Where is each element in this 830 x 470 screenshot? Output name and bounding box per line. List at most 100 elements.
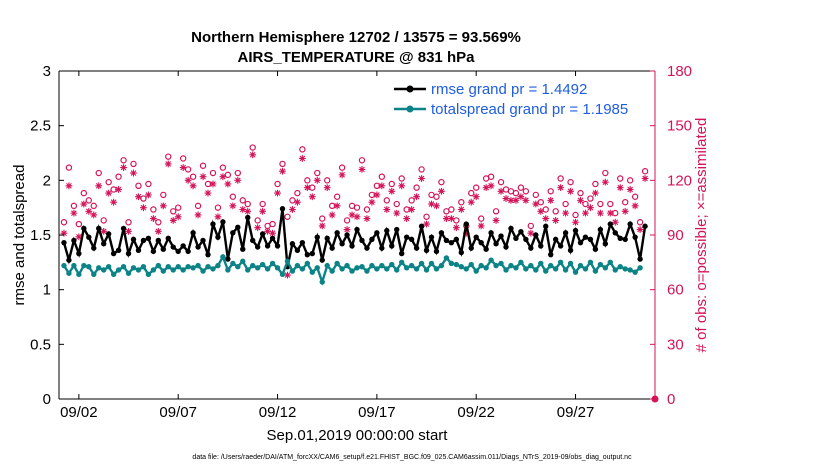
totalspread-point [145, 271, 152, 278]
x-tick-label: 09/07 [159, 404, 197, 421]
rmse-point [408, 236, 415, 243]
obs-assimilated-point [438, 187, 445, 195]
totalspread-point [617, 264, 623, 270]
totalspread-point [478, 262, 484, 269]
obs-possible-point [130, 160, 137, 168]
rmse-point [518, 229, 524, 235]
obs-possible-point [209, 169, 217, 177]
totalspread-point [528, 262, 534, 269]
rmse-point [105, 231, 112, 237]
rmse-point [582, 234, 589, 240]
obs-possible-point [343, 217, 351, 224]
chart-subtitle: AIRS_TEMPERATURE @ 831 hPa [238, 49, 476, 66]
totalspread-point [250, 262, 256, 269]
totalspread-point [86, 264, 92, 270]
obs-assimilated-point [318, 222, 326, 230]
obs-possible-point [522, 188, 530, 195]
totalspread-point [369, 262, 375, 269]
obs-assimilated-point [219, 173, 227, 181]
rmse-point [175, 248, 181, 255]
totalspread-point [622, 266, 628, 272]
totalspread-point [284, 258, 291, 264]
obs-assimilated-point [289, 206, 296, 213]
obs-assimilated-point [204, 189, 212, 197]
rmse-point [125, 250, 132, 257]
obs-possible-point [239, 197, 246, 204]
x-tick-label: 09/17 [358, 404, 396, 421]
totalspread-point [205, 264, 211, 270]
obs-assimilated-point [388, 187, 396, 195]
totalspread-point [557, 259, 564, 266]
totalspread-point [413, 266, 420, 272]
obs-assimilated-point [626, 186, 634, 193]
rmse-point [548, 251, 554, 258]
obs-assimilated-point [343, 226, 351, 233]
obs-possible-point [572, 211, 579, 219]
obs-assimilated-point [100, 227, 108, 235]
rmse-point [339, 241, 345, 247]
obs-possible-point [284, 213, 291, 220]
obs-assimilated-point [159, 202, 167, 210]
obs-possible-point [468, 189, 475, 197]
obs-assimilated-point [641, 175, 649, 182]
totalspread-point [503, 267, 509, 273]
obs-assimilated-point [115, 186, 122, 193]
obs-assimilated-point [303, 184, 311, 192]
rmse-point [294, 247, 301, 254]
obs-assimilated-point [60, 229, 68, 237]
obs-assimilated-point [194, 211, 202, 219]
totalspread-point [140, 264, 147, 270]
obs-possible-point [120, 157, 127, 164]
totalspread-point [488, 257, 494, 263]
obs-possible-point [398, 175, 405, 182]
obs-assimilated-point [174, 213, 182, 221]
rmse-point [145, 235, 152, 241]
totalspread-point [453, 261, 460, 268]
obs-assimilated-point [149, 215, 157, 222]
totalspread-point [215, 262, 221, 269]
obs-assimilated-point [164, 160, 172, 168]
obs-possible-point [477, 215, 485, 222]
rmse-point [642, 223, 648, 229]
obs-assimilated-point [338, 171, 346, 179]
totalspread-point [245, 267, 251, 273]
rmse-point [369, 236, 375, 243]
totalspread-point [105, 264, 112, 270]
obs-assimilated-point [467, 198, 475, 206]
y-axis-right-label: # of obs: o=possible; ×=assimilated [693, 118, 710, 353]
obs-possible-point [219, 164, 227, 171]
rmse-point [403, 234, 410, 240]
rmse-point [463, 221, 469, 227]
obs-assimilated-point [130, 169, 137, 177]
obs-assimilated-point [358, 166, 366, 173]
obs-assimilated-point [596, 209, 604, 217]
obs-possible-point [433, 193, 440, 200]
y-tick-label-right: 30 [667, 336, 684, 353]
y-tick-label-left: 1 [43, 282, 51, 299]
y-tick-label-right: 150 [667, 118, 692, 135]
obs-assimilated-point [224, 180, 232, 188]
obs-assimilated-point [140, 204, 147, 212]
rmse-point [354, 226, 360, 233]
obs-possible-point [319, 215, 326, 222]
rmse-point [180, 243, 186, 249]
rmse-point [478, 239, 484, 246]
obs-possible-point [279, 160, 286, 168]
obs-possible-point [607, 200, 614, 208]
rmse-point [622, 236, 628, 243]
obs-possible-point [626, 177, 634, 184]
obs-possible-point [592, 180, 599, 188]
rmse-point [135, 247, 142, 254]
obs-possible-point [363, 206, 371, 213]
obs-assimilated-point [616, 184, 624, 192]
obs-possible-point [160, 191, 167, 199]
obs-assimilated-point [383, 206, 391, 213]
totalspread-point [200, 268, 206, 274]
obs-assimilated-point [452, 224, 460, 232]
rmse-point [572, 227, 579, 234]
rmse-point [130, 236, 137, 243]
obs-possible-point [631, 193, 639, 200]
rmse-point [329, 245, 335, 251]
obs-assimilated-point [601, 178, 609, 186]
